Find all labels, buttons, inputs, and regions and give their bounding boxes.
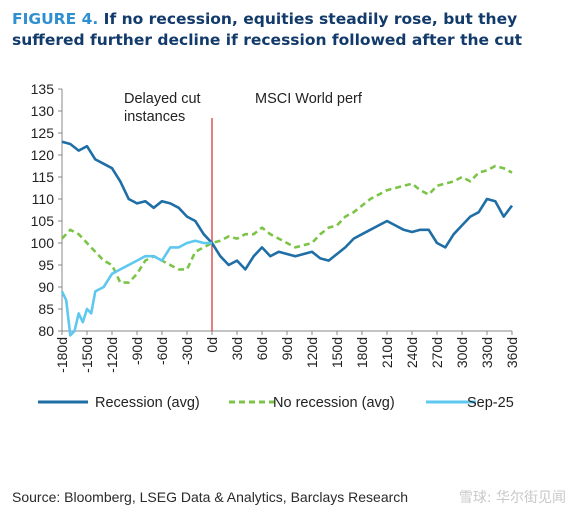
x-tick-label: 360d — [504, 337, 520, 368]
legend-label-1: Recession (avg) — [95, 395, 200, 411]
y-tick-label: 105 — [31, 213, 55, 229]
cut-annotation: Delayed cut instances — [124, 91, 201, 125]
x-tick-label: 120d — [304, 337, 320, 368]
y-tick-label: 80 — [38, 323, 54, 339]
figure-label: FIGURE 4. — [12, 10, 99, 28]
x-tick-label: 30d — [229, 337, 245, 360]
x-tick-label: 150d — [329, 337, 345, 368]
x-tick-label: 270d — [429, 337, 445, 368]
chart-title: MSCI World perf — [255, 91, 363, 107]
x-tick-label: -90d — [129, 337, 145, 365]
series-line-no-recession-avg — [61, 164, 513, 284]
watermark: 雪球: 华尔街见闻 — [458, 490, 566, 506]
y-tick-label: 85 — [38, 301, 54, 317]
figure-title: If no recession, equities steadily rose,… — [12, 10, 523, 49]
y-tick-label: 90 — [38, 279, 54, 295]
x-tick-label: -180d — [54, 337, 70, 373]
series-line-sep-25 — [60, 239, 212, 337]
x-tick-label: 210d — [379, 337, 395, 368]
x-tick-label: 240d — [404, 337, 420, 368]
y-tick-label: 130 — [31, 103, 55, 119]
y-tick-label: 125 — [31, 125, 55, 141]
x-tick-label: 180d — [354, 337, 370, 368]
legend-label-3: Sep-25 — [467, 395, 514, 411]
chart-lines — [60, 118, 514, 337]
x-tick-label: 300d — [454, 337, 470, 368]
x-tick-label: 60d — [254, 337, 270, 360]
x-tick-label: -120d — [104, 337, 120, 373]
x-tick-label: -30d — [179, 337, 195, 365]
x-tick-label: -60d — [154, 337, 170, 365]
figure-heading: FIGURE 4. If no recession, equities stea… — [12, 9, 568, 51]
x-tick-label: -150d — [79, 337, 95, 373]
chart-legend: Recession (avg) No recession (avg) Sep-25 — [38, 395, 514, 411]
series-line-recession-avg — [61, 140, 514, 271]
y-tick-label: 120 — [31, 147, 55, 163]
y-tick-label: 115 — [32, 169, 55, 185]
legend-label-2: No recession (avg) — [273, 395, 395, 411]
y-tick-label: 95 — [38, 257, 54, 273]
x-tick-label: 90d — [279, 337, 295, 360]
x-tick-label: 330d — [479, 337, 495, 368]
x-tick-label: 0d — [204, 337, 220, 353]
y-tick-label: 100 — [31, 235, 55, 251]
chart-axes: 80 85 90 95 100 105 110 115 120 125 130 135 -180d -15… — [31, 81, 520, 373]
y-tick-label: 110 — [32, 191, 55, 207]
y-tick-label: 135 — [31, 81, 55, 97]
source-note: Source: Bloomberg, LSEG Data & Analytics… — [12, 489, 409, 505]
